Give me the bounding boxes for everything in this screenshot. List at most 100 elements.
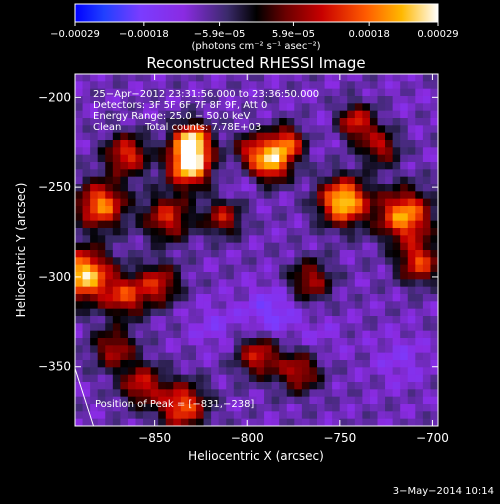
- heatmap-cell: [354, 242, 363, 251]
- heatmap-cell: [105, 213, 114, 222]
- heatmap-cell: [347, 213, 356, 222]
- heatmap-cell: [120, 352, 129, 361]
- heatmap-cell: [286, 316, 295, 324]
- heatmap-cell: [430, 301, 438, 310]
- heatmap-cell: [188, 162, 197, 170]
- heatmap-cell: [347, 96, 356, 104]
- colorbar-unit-label: (photons cm⁻² s⁻¹ asec⁻²): [191, 41, 320, 52]
- heatmap-cell: [241, 242, 250, 251]
- heatmap-cell: [392, 286, 401, 295]
- heatmap-cell: [105, 88, 114, 97]
- heatmap-cell: [112, 103, 121, 112]
- heatmap-cell: [354, 191, 363, 200]
- heatmap-cell: [347, 257, 356, 266]
- heatmap-cell: [75, 308, 83, 317]
- heatmap-cell: [264, 301, 273, 310]
- heatmap-cell: [317, 235, 325, 244]
- heatmap-cell: [218, 74, 227, 82]
- heatmap-cell: [90, 125, 99, 134]
- heatmap-cell: [97, 301, 106, 310]
- heatmap-cell: [82, 110, 91, 119]
- heatmap-cell: [422, 118, 431, 126]
- heatmap-cell: [143, 176, 152, 185]
- heatmap-cell: [203, 374, 212, 383]
- heatmap-cell: [211, 316, 220, 324]
- heatmap-cell: [339, 396, 348, 405]
- heatmap-cell: [120, 235, 129, 244]
- heatmap-cell: [218, 110, 227, 119]
- heatmap-cell: [354, 367, 363, 376]
- heatmap-cell: [143, 294, 152, 302]
- heatmap-cell: [369, 118, 378, 126]
- heatmap-cell: [347, 250, 356, 258]
- heatmap-cell: [362, 213, 371, 222]
- heatmap-cell: [385, 389, 394, 398]
- heatmap-cell: [226, 286, 235, 295]
- heatmap-cell: [196, 125, 204, 134]
- heatmap-cell: [196, 308, 204, 317]
- heatmap-cell: [196, 154, 204, 163]
- heatmap-cell: [165, 118, 174, 126]
- heatmap-cell: [407, 272, 416, 280]
- heatmap-cell: [362, 316, 371, 324]
- heatmap-cell: [203, 206, 212, 214]
- heatmap-cell: [120, 184, 129, 192]
- heatmap-cell: [256, 184, 265, 192]
- heatmap-cell: [135, 132, 144, 141]
- heatmap-cell: [112, 279, 121, 288]
- heatmap-cell: [248, 228, 257, 236]
- heatmap-cell: [309, 162, 318, 170]
- heatmap-cell: [347, 103, 356, 112]
- heatmap-cell: [188, 228, 197, 236]
- heatmap-cell: [173, 345, 182, 354]
- heatmap-cell: [143, 213, 152, 222]
- heatmap-cell: [430, 367, 438, 376]
- heatmap-cell: [324, 316, 333, 324]
- heatmap-cell: [173, 418, 182, 426]
- heatmap-cell: [173, 352, 182, 361]
- heatmap-cell: [392, 323, 401, 332]
- heatmap-cell: [286, 220, 295, 229]
- heatmap-cell: [256, 360, 265, 368]
- heatmap-cell: [143, 418, 152, 426]
- heatmap-cell: [286, 418, 295, 426]
- heatmap-cell: [271, 147, 280, 156]
- heatmap-cell: [369, 308, 378, 317]
- heatmap-cell: [75, 235, 83, 244]
- heatmap-cell: [332, 301, 341, 310]
- heatmap-cell: [143, 330, 152, 339]
- heatmap-cell: [422, 352, 431, 361]
- heatmap-cell: [218, 301, 227, 310]
- heatmap-cell: [324, 81, 333, 90]
- heatmap-cell: [369, 154, 378, 163]
- heatmap-cell: [407, 88, 416, 97]
- heatmap-cell: [301, 235, 310, 244]
- heatmap-cell: [120, 316, 129, 324]
- heatmap-cell: [165, 345, 174, 354]
- heatmap-cell: [158, 367, 167, 376]
- heatmap-cell: [211, 103, 220, 112]
- heatmap-cell: [203, 301, 212, 310]
- heatmap-cell: [97, 382, 106, 390]
- heatmap-cell: [324, 228, 333, 236]
- heatmap-cell: [241, 294, 250, 302]
- heatmap-cell: [369, 272, 378, 280]
- heatmap-cell: [369, 198, 378, 207]
- heatmap-cell: [120, 279, 129, 288]
- heatmap-cell: [90, 154, 99, 163]
- heatmap-cell: [294, 206, 303, 214]
- heatmap-cell: [407, 125, 416, 134]
- heatmap-cell: [317, 184, 325, 192]
- heatmap-cell: [301, 242, 310, 251]
- heatmap-cell: [362, 250, 371, 258]
- heatmap-cell: [385, 176, 394, 185]
- heatmap-cell: [248, 272, 257, 280]
- heatmap-cell: [233, 132, 242, 141]
- heatmap-cell: [392, 374, 401, 383]
- heatmap-cell: [203, 250, 212, 258]
- heatmap-cell: [158, 198, 167, 207]
- heatmap-cell: [385, 396, 394, 405]
- heatmap-cell: [105, 257, 114, 266]
- heatmap-cell: [165, 198, 174, 207]
- heatmap-cell: [165, 286, 174, 295]
